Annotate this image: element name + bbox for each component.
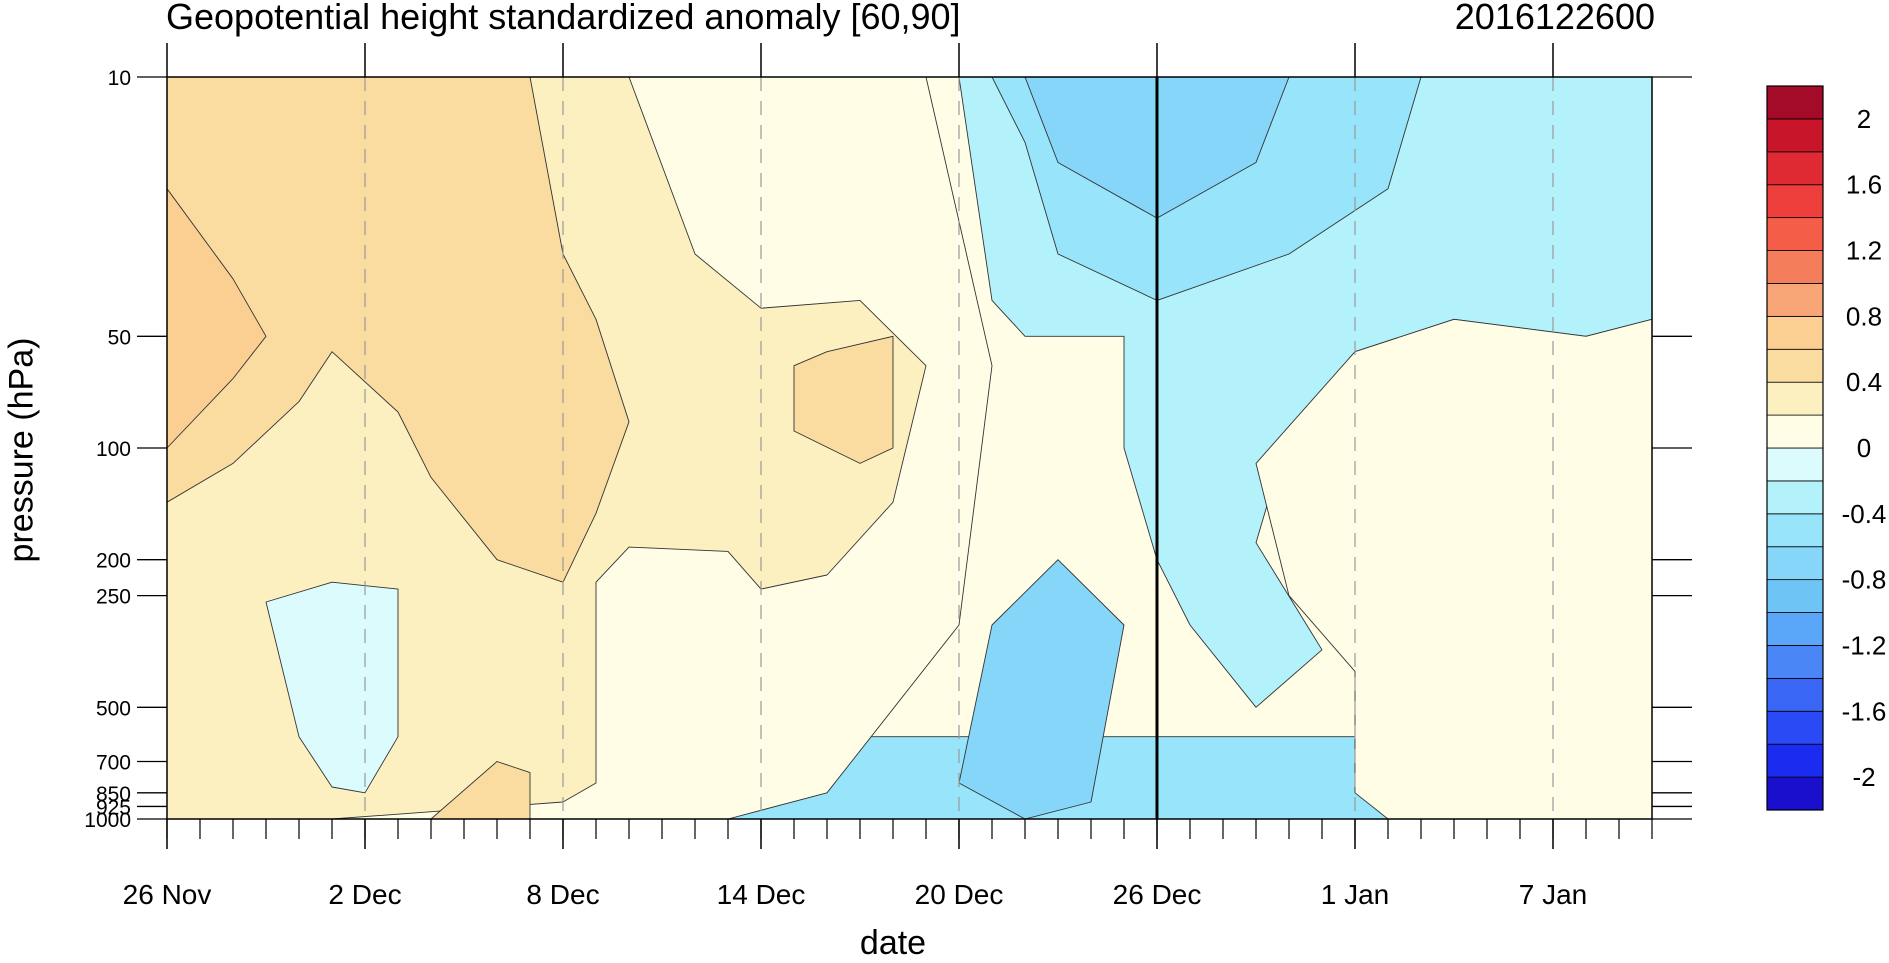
colorbar-label--0.4: -0.4 [1842, 499, 1887, 529]
colorbar-box-11 [1766, 414, 1824, 449]
colorbar-box-21 [1766, 85, 1824, 120]
y-tick-label-100: 100 [96, 438, 131, 461]
colorbar-box-6 [1766, 579, 1824, 613]
x-tick-label-7-jan: 7 Jan [1519, 879, 1588, 910]
chart-title: Geopotential height standardized anomaly… [166, 0, 961, 37]
x-tick-label-2-dec: 2 Dec [328, 879, 401, 910]
colorbar-box-1 [1766, 743, 1824, 778]
y-tick-label-500: 500 [96, 697, 131, 720]
colorbar-box-14 [1766, 315, 1824, 350]
colorbar-box-8 [1766, 513, 1824, 548]
colorbar-label--2: -2 [1852, 762, 1875, 792]
colorbar-box-19 [1766, 151, 1824, 186]
colorbar-label--0.8: -0.8 [1842, 565, 1887, 595]
colorbar-box-15 [1766, 283, 1824, 317]
y-tick-label-700: 700 [96, 752, 131, 775]
y-tick-label-1000: 1000 [84, 809, 131, 832]
colorbar-box-13 [1766, 348, 1824, 383]
colorbar-box-0 [1766, 776, 1824, 811]
colorbar-frame [1766, 85, 1824, 811]
y-tick-label-925: 925 [96, 796, 131, 819]
y-tick-label-200: 200 [96, 550, 131, 573]
colorbar-box-3 [1766, 677, 1824, 712]
y-tick-label-50: 50 [108, 326, 131, 349]
colorbar-box-5 [1766, 612, 1824, 646]
colorbar-label--1.6: -1.6 [1842, 696, 1887, 726]
colorbar-label--1.2: -1.2 [1842, 630, 1887, 660]
colorbar-box-9 [1766, 480, 1824, 515]
colorbar-label-0.8: 0.8 [1846, 301, 1882, 331]
x-tick-label-8-dec: 8 Dec [526, 879, 599, 910]
y-tick-label-250: 250 [96, 586, 131, 609]
chart-timestamp: 2016122600 [1454, 0, 1655, 37]
colorbar-box-20 [1766, 118, 1824, 153]
contour-region-5 [430, 761, 531, 819]
y-tick-label-850: 850 [96, 783, 131, 806]
colorbar-label-2: 2 [1857, 104, 1871, 134]
colorbar-box-18 [1766, 184, 1824, 219]
colorbar-box-16 [1766, 250, 1824, 284]
colorbar-label-1.6: 1.6 [1846, 170, 1882, 200]
y-tick-label-10: 10 [108, 67, 131, 90]
colorbar-box-17 [1766, 217, 1824, 251]
x-tick-label-20-dec: 20 Dec [915, 879, 1004, 910]
x-tick-label-14-dec: 14 Dec [717, 879, 806, 910]
colorbar-box-12 [1766, 381, 1824, 416]
colorbar-label-0: 0 [1857, 433, 1871, 463]
x-tick-label-1-jan: 1 Jan [1321, 879, 1390, 910]
colorbar-box-7 [1766, 546, 1824, 581]
colorbar-box-4 [1766, 645, 1824, 679]
x-tick-label-26-nov: 26 Nov [123, 879, 212, 910]
colorbar-box-10 [1766, 447, 1824, 482]
colorbar-label-1.2: 1.2 [1846, 236, 1882, 266]
x-axis-label: date [859, 924, 927, 962]
contour-region-4 [793, 335, 894, 464]
colorbar-box-2 [1766, 710, 1824, 745]
x-tick-label-26-dec: 26 Dec [1113, 879, 1202, 910]
contour-region-6 [167, 188, 267, 449]
colorbar-label-0.4: 0.4 [1846, 367, 1882, 397]
contour-layer [167, 77, 1652, 819]
contour-region-3 [167, 77, 630, 583]
